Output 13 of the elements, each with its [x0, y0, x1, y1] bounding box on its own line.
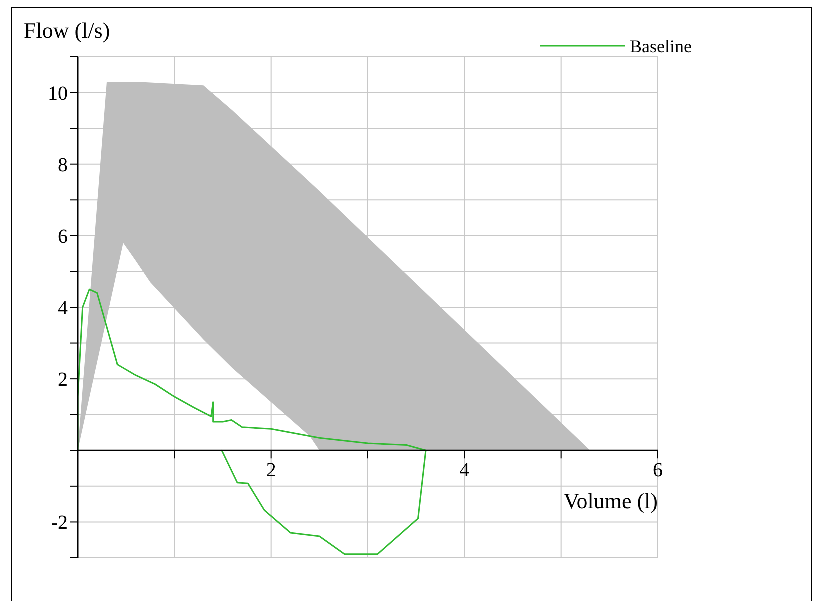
y-tick-label: -2: [51, 512, 68, 534]
x-tick-label: 2: [266, 460, 276, 482]
y-tick-label: 2: [58, 369, 68, 392]
y-tick-label: 10: [48, 82, 68, 105]
y-tick-label: 6: [58, 226, 68, 248]
y-axis-title: Flow (l/s): [24, 18, 110, 43]
x-tick-label: 6: [653, 460, 663, 482]
y-tick-label: 4: [58, 298, 68, 320]
legend-label: Baseline: [630, 36, 692, 56]
x-tick-label: 4: [460, 460, 470, 482]
y-tick-label: 8: [58, 154, 68, 176]
line-series: [77, 288, 427, 556]
x-axis-title: Volume (l): [564, 488, 658, 514]
